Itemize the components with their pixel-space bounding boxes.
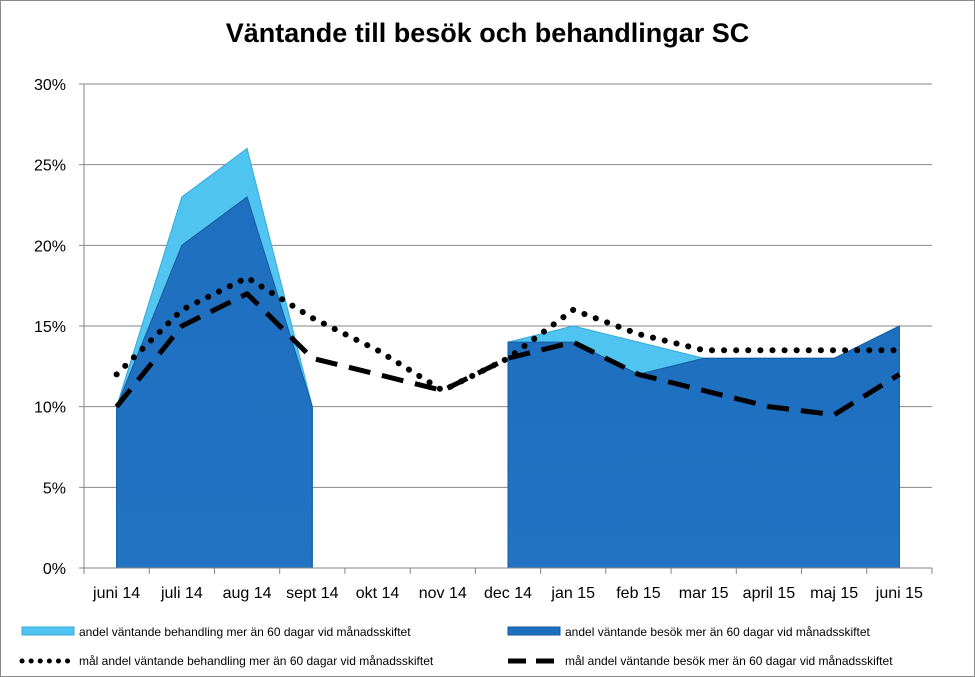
area-besok [116, 196, 313, 569]
x-tick-label: mar 15 [679, 585, 729, 602]
y-tick-label: 0% [43, 561, 66, 578]
x-tick-label: april 15 [743, 585, 796, 602]
y-tick-label: 15% [34, 319, 66, 336]
chart-title: Väntande till besök och behandlingar SC [225, 18, 750, 48]
axis-layer: 0% 5% 10% 15% 20% 25% 30% juni 14 juli 14 aug 14 s… [34, 77, 933, 602]
legend-layer: andel väntande behandling mer än 60 daga… [19, 625, 893, 668]
x-tick-label: juli 14 [160, 585, 203, 602]
x-tick-label: juni 14 [92, 585, 140, 602]
legend-label: andel väntande besök mer än 60 dagar vid… [565, 625, 871, 639]
y-tick-label: 30% [34, 77, 66, 94]
line-mal-besok [114, 291, 901, 418]
x-tick-label: sept 14 [286, 585, 339, 602]
x-tick-label: juni 15 [875, 585, 923, 602]
area-besok [507, 325, 900, 569]
y-tick-label: 25% [34, 158, 66, 175]
x-tick-label: aug 14 [223, 585, 272, 602]
y-tick-label: 10% [34, 400, 66, 417]
line-layer [113, 274, 903, 418]
legend-label: andel väntande behandling mer än 60 daga… [79, 625, 411, 639]
area-layer [116, 147, 900, 569]
x-tick-label: jan 15 [550, 585, 595, 602]
x-tick-label: nov 14 [419, 585, 467, 602]
y-tick-label: 5% [43, 480, 66, 497]
legend-swatch [507, 626, 561, 636]
x-tick-label: okt 14 [356, 585, 400, 602]
x-tick-label: dec 14 [484, 585, 532, 602]
x-tick-label: maj 15 [810, 585, 858, 602]
legend-swatch [21, 626, 75, 636]
legend-label: mål andel väntande besök mer än 60 dagar… [565, 654, 893, 668]
legend-label: mål andel väntande behandling mer än 60 … [79, 654, 434, 668]
y-tick-label: 20% [34, 238, 66, 255]
x-tick-label: feb 15 [616, 585, 661, 602]
